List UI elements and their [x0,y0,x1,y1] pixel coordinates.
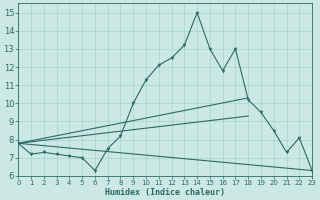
X-axis label: Humidex (Indice chaleur): Humidex (Indice chaleur) [105,188,225,197]
